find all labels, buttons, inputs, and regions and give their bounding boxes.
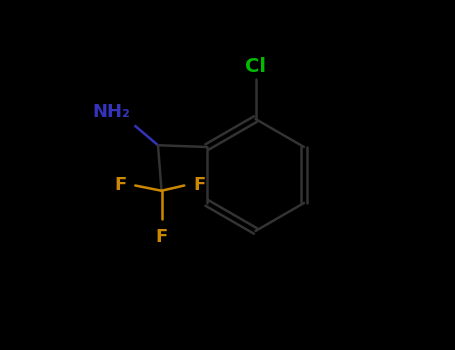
Text: F: F [193, 176, 205, 195]
Text: F: F [155, 228, 167, 245]
Text: NH₂: NH₂ [92, 103, 130, 121]
Text: Cl: Cl [245, 57, 266, 76]
Text: F: F [114, 176, 126, 195]
